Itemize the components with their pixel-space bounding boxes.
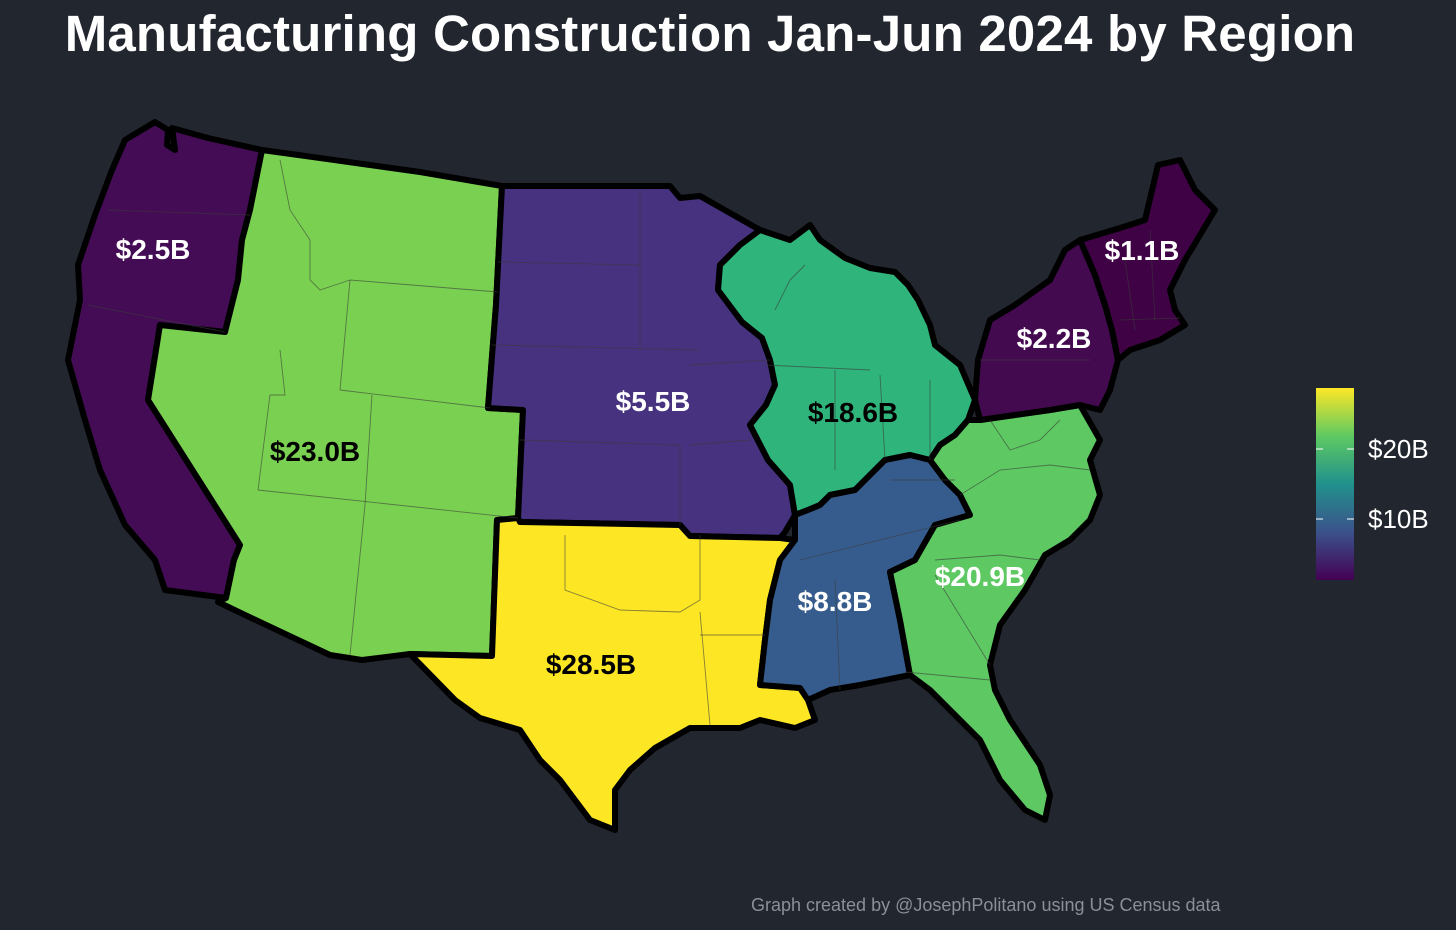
region-label-south-atlantic: $20.9B <box>935 561 1025 592</box>
region-labels: $2.5B $23.0B $5.5B $28.5B $18.6B $8.8B $… <box>116 234 1180 680</box>
region-label-new-england: $1.1B <box>1105 235 1180 266</box>
region-west-south-central <box>407 515 818 833</box>
legend-colorbar <box>1316 388 1354 580</box>
map-title: Manufacturing Construction Jan-Jun 2024 … <box>64 5 1356 62</box>
region-label-middle-atlantic: $2.2B <box>1017 323 1092 354</box>
legend-label-20b: $20B <box>1368 434 1429 464</box>
source-caption: Graph created by @JosephPolitano using U… <box>751 895 1221 915</box>
region-label-mountain: $23.0B <box>270 436 360 467</box>
state-boundaries <box>87 159 1181 726</box>
region-new-england <box>1077 157 1218 363</box>
region-label-pacific: $2.5B <box>116 234 191 265</box>
region-label-east-south-central: $8.8B <box>798 586 873 617</box>
region-label-west-north-central: $5.5B <box>616 386 691 417</box>
legend-label-10b: $10B <box>1368 504 1429 534</box>
region-label-east-north-central: $18.6B <box>808 397 898 428</box>
region-label-west-south-central: $28.5B <box>546 649 636 680</box>
color-legend: $20B $10B <box>1316 388 1429 580</box>
region-south-atlantic <box>887 402 1103 823</box>
